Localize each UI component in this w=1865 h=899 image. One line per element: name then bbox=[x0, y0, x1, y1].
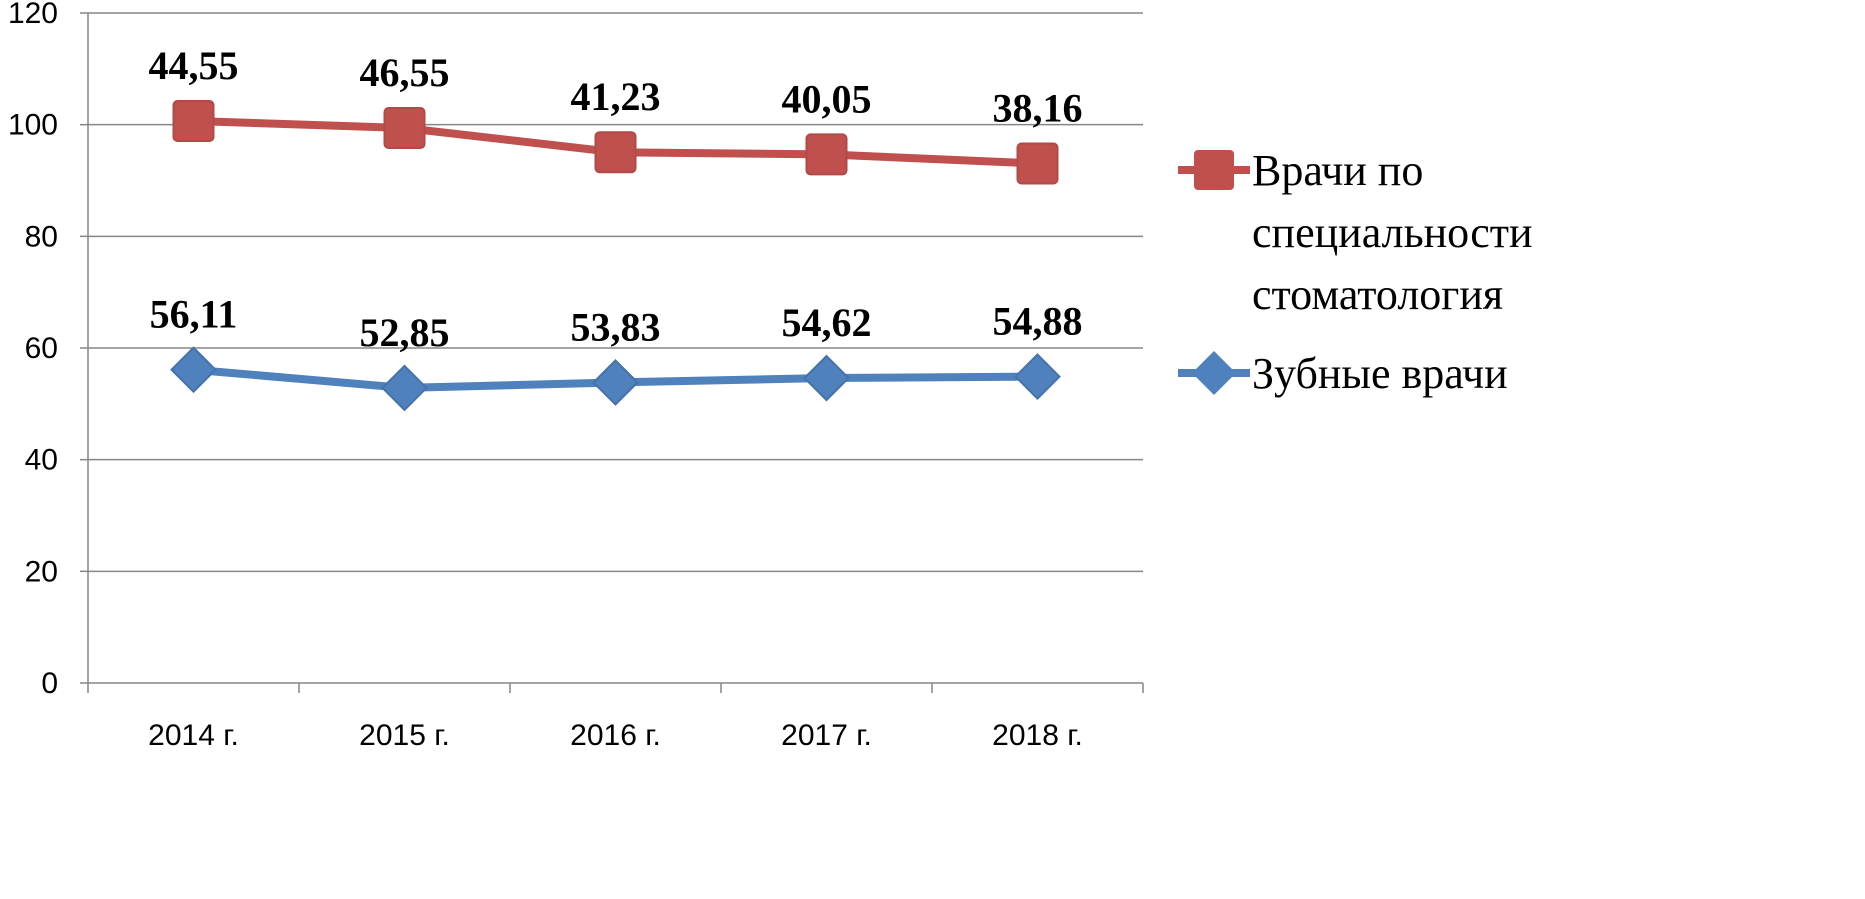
y-tick-label: 80 bbox=[25, 220, 58, 253]
y-tick-label: 40 bbox=[25, 444, 58, 477]
legend-label-stomatology: стоматология bbox=[1252, 270, 1503, 319]
data-point-square bbox=[1016, 142, 1059, 185]
data-label: 46,55 bbox=[360, 50, 450, 95]
legend-label-stomatology: Врачи по bbox=[1252, 146, 1423, 195]
data-label: 40,05 bbox=[782, 76, 872, 121]
data-label: 38,16 bbox=[993, 86, 1083, 131]
x-tick-label: 2017 г. bbox=[781, 719, 872, 752]
data-label: 41,23 bbox=[571, 74, 661, 119]
legend-label-stomatology: специальности bbox=[1252, 208, 1533, 257]
x-tick-label: 2014 г. bbox=[148, 719, 239, 752]
data-point-square bbox=[805, 133, 848, 176]
data-point-diamond bbox=[1014, 353, 1061, 401]
data-label: 54,62 bbox=[782, 300, 872, 345]
data-point-square bbox=[383, 107, 426, 150]
data-point-square bbox=[172, 99, 215, 142]
x-tick-label: 2016 г. bbox=[570, 719, 661, 752]
data-label: 44,55 bbox=[149, 43, 239, 88]
data-label: 52,85 bbox=[360, 310, 450, 355]
y-tick-label: 120 bbox=[8, 0, 58, 30]
y-tick-label: 0 bbox=[41, 667, 58, 700]
data-point-diamond bbox=[592, 359, 639, 406]
legend-diamond-icon bbox=[1192, 351, 1236, 395]
legend-label-dental: Зубные врачи bbox=[1252, 349, 1508, 398]
x-tick-label: 2015 г. bbox=[359, 719, 450, 752]
data-point-diamond bbox=[381, 364, 428, 412]
data-label: 56,11 bbox=[150, 292, 238, 337]
data-point-diamond bbox=[803, 354, 850, 402]
data-label: 53,83 bbox=[571, 304, 661, 349]
data-label: 54,88 bbox=[993, 299, 1083, 344]
x-tick-label: 2018 г. bbox=[992, 719, 1083, 752]
legend-square-icon bbox=[1194, 150, 1234, 190]
data-point-diamond bbox=[170, 346, 217, 394]
y-tick-label: 20 bbox=[25, 555, 58, 588]
y-tick-label: 60 bbox=[25, 332, 58, 365]
y-tick-label: 100 bbox=[8, 109, 58, 142]
data-point-square bbox=[594, 131, 637, 174]
